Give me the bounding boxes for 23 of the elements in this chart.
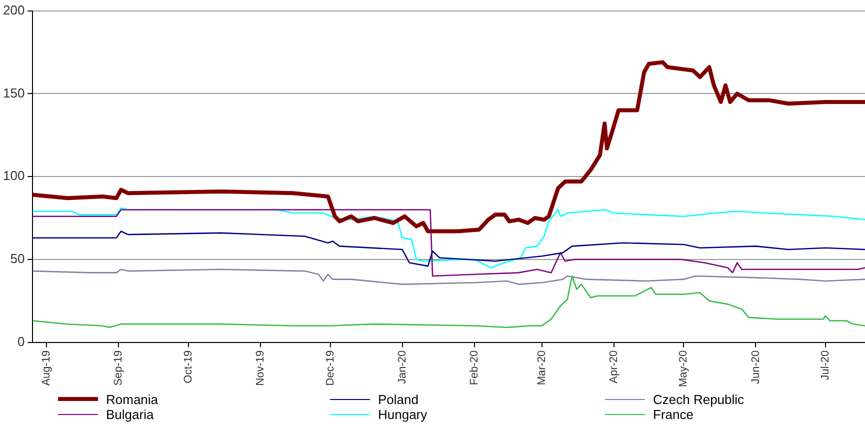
legend-label: Poland (378, 392, 418, 406)
legend-label: Romania (106, 392, 158, 406)
x-tick-label: Nov-19 (254, 350, 267, 386)
y-tick-label: 200 (2, 2, 25, 18)
x-tick-label: Sep-19 (112, 350, 125, 386)
x-tick-label: Mar-20 (536, 350, 548, 386)
y-tick-label: 0 (17, 334, 25, 349)
x-tick-label: Dec-19 (324, 350, 336, 386)
x-tick-label: Aug-19 (40, 350, 53, 386)
y-tick-label: 100 (2, 168, 25, 184)
y-tick-label: 50 (10, 251, 25, 266)
legend-label: Czech Republic (653, 392, 744, 406)
legend-label: Hungary (378, 406, 428, 422)
x-tick-label: Apr-20 (608, 350, 620, 384)
x-tick-label: Jul-20 (820, 350, 832, 380)
x-tick-label: Feb-20 (468, 350, 480, 386)
y-tick-label: 150 (2, 85, 25, 100)
x-tick-label: Jun-20 (750, 350, 762, 384)
legend-label: Bulgaria (106, 406, 154, 422)
x-tick-label: May-20 (678, 350, 690, 388)
x-tick-label: Oct-19 (182, 350, 194, 384)
x-tick-label: Jan-20 (396, 350, 408, 384)
legend-label: France (653, 406, 694, 422)
